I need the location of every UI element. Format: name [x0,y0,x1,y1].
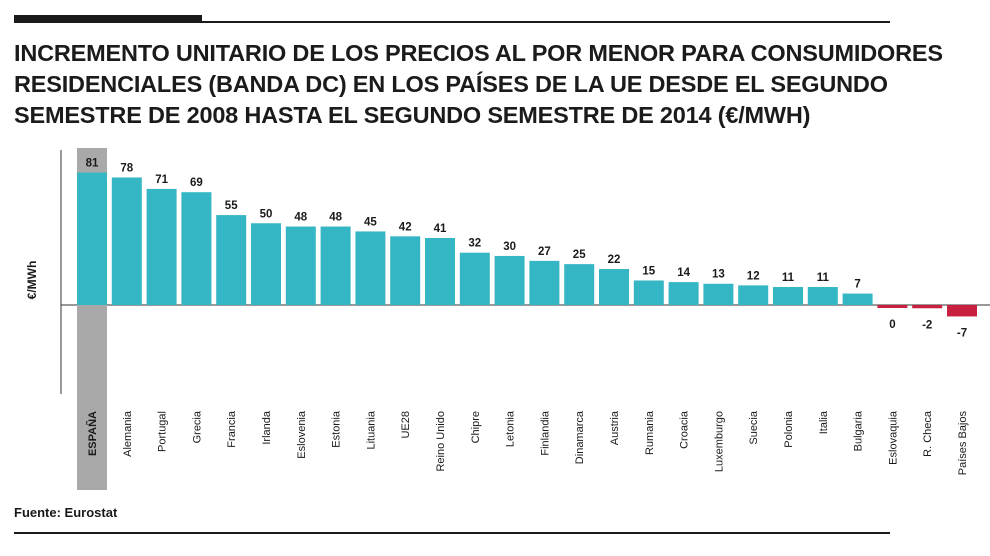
bar-23 [842,293,873,305]
value-label-17: 15 [642,265,655,277]
value-label-3: 71 [155,174,168,186]
bar-25 [912,305,943,309]
value-label-6: 50 [260,208,273,220]
bar-1 [77,172,107,305]
value-label-19: 13 [712,269,725,281]
value-label-22: 11 [817,272,830,284]
value-label-8: 48 [329,212,342,224]
category-label-16: Austria [609,410,621,445]
value-label-25: -2 [922,319,932,331]
value-label-4: 69 [190,177,203,189]
category-label-3: Portugal [157,411,169,452]
bar-26 [947,305,977,317]
value-label-23: 7 [854,279,860,291]
category-label-14: Finlandia [539,410,551,456]
bottom-rule [14,532,890,534]
bar-19 [703,283,734,305]
top-accent-rule [14,15,202,21]
category-label-1: ESPAÑA [86,411,99,456]
chart-title-line-1: INCREMENTO UNITARIO DE LOS PRECIOS AL PO… [14,40,943,66]
value-label-24: 0 [889,319,895,331]
bar-20 [738,285,769,305]
category-label-22: Italia [818,410,830,434]
top-rule [14,21,890,23]
value-label-15: 25 [573,249,586,261]
category-label-10: UE28 [400,411,412,439]
category-label-25: R. Checa [922,410,934,457]
bar-5 [216,215,247,305]
category-label-2: Alemania [122,410,134,457]
bar-chart: €/MWh 81 ESPAÑA 78 Alemania 71 Portugal 69 Greci… [25,148,990,490]
chart-title-line-2: RESIDENCIALES (BANDA DC) EN LOS PAÍSES D… [14,71,888,97]
category-label-7: Eslovenia [296,410,308,459]
category-label-4: Grecia [191,410,203,443]
value-label-10: 42 [399,221,412,233]
category-label-9: Lituania [365,410,377,449]
category-label-11: Reino Unido [435,411,447,472]
value-label-11: 41 [434,223,447,235]
chart-title-line-3: SEMESTRE DE 2008 HASTA EL SEGUNDO SEMEST… [14,102,811,128]
bar-14 [529,260,560,305]
bar-12 [459,252,490,305]
value-label-26: -7 [957,327,967,339]
value-label-5: 55 [225,200,238,212]
y-axis-label: €/MWh [25,261,39,300]
bar-4 [181,192,212,305]
value-label-2: 78 [120,162,133,174]
value-label-20: 12 [747,270,760,282]
category-label-24: Eslovaquia [887,410,899,465]
category-label-26: Países Bajos [957,411,969,476]
value-label-14: 27 [538,246,551,258]
source-note: Fuente: Eurostat [14,505,118,520]
bar-3 [146,188,177,305]
category-label-17: Rumania [644,410,656,455]
value-label-1: 81 [86,158,99,170]
category-label-13: Letonia [505,410,517,447]
value-label-9: 45 [364,216,377,228]
category-label-5: Francia [226,410,238,448]
bar-9 [355,231,386,305]
category-label-8: Estonia [331,410,343,448]
bar-15 [564,264,595,305]
category-label-19: Luxemburgo [713,411,725,472]
value-label-12: 32 [468,238,481,250]
bar-16 [599,269,629,305]
value-label-18: 14 [677,267,690,279]
category-label-12: Chipre [470,411,482,443]
category-label-6: Irlanda [261,410,273,445]
value-label-13: 30 [503,241,516,253]
category-label-18: Croacia [679,410,691,449]
chart-title: INCREMENTO UNITARIO DE LOS PRECIOS AL PO… [14,38,984,131]
bar-11 [425,237,455,305]
bar-7 [285,226,316,305]
value-label-16: 22 [608,254,621,266]
bar-13 [494,255,525,305]
bar-10 [390,236,421,305]
value-label-21: 11 [782,272,795,284]
category-label-15: Dinamarca [574,410,586,464]
bar-8 [320,226,351,305]
bar-18 [668,282,699,305]
bar-24 [877,305,908,308]
bar-22 [807,287,838,305]
bar-6 [251,223,281,305]
value-label-7: 48 [294,212,307,224]
category-label-21: Polonia [783,410,795,448]
category-label-23: Bulgaria [853,410,865,451]
bar-21 [773,287,803,305]
bar-17 [633,280,664,305]
category-label-20: Suecia [748,410,760,445]
bar-2 [111,177,142,305]
